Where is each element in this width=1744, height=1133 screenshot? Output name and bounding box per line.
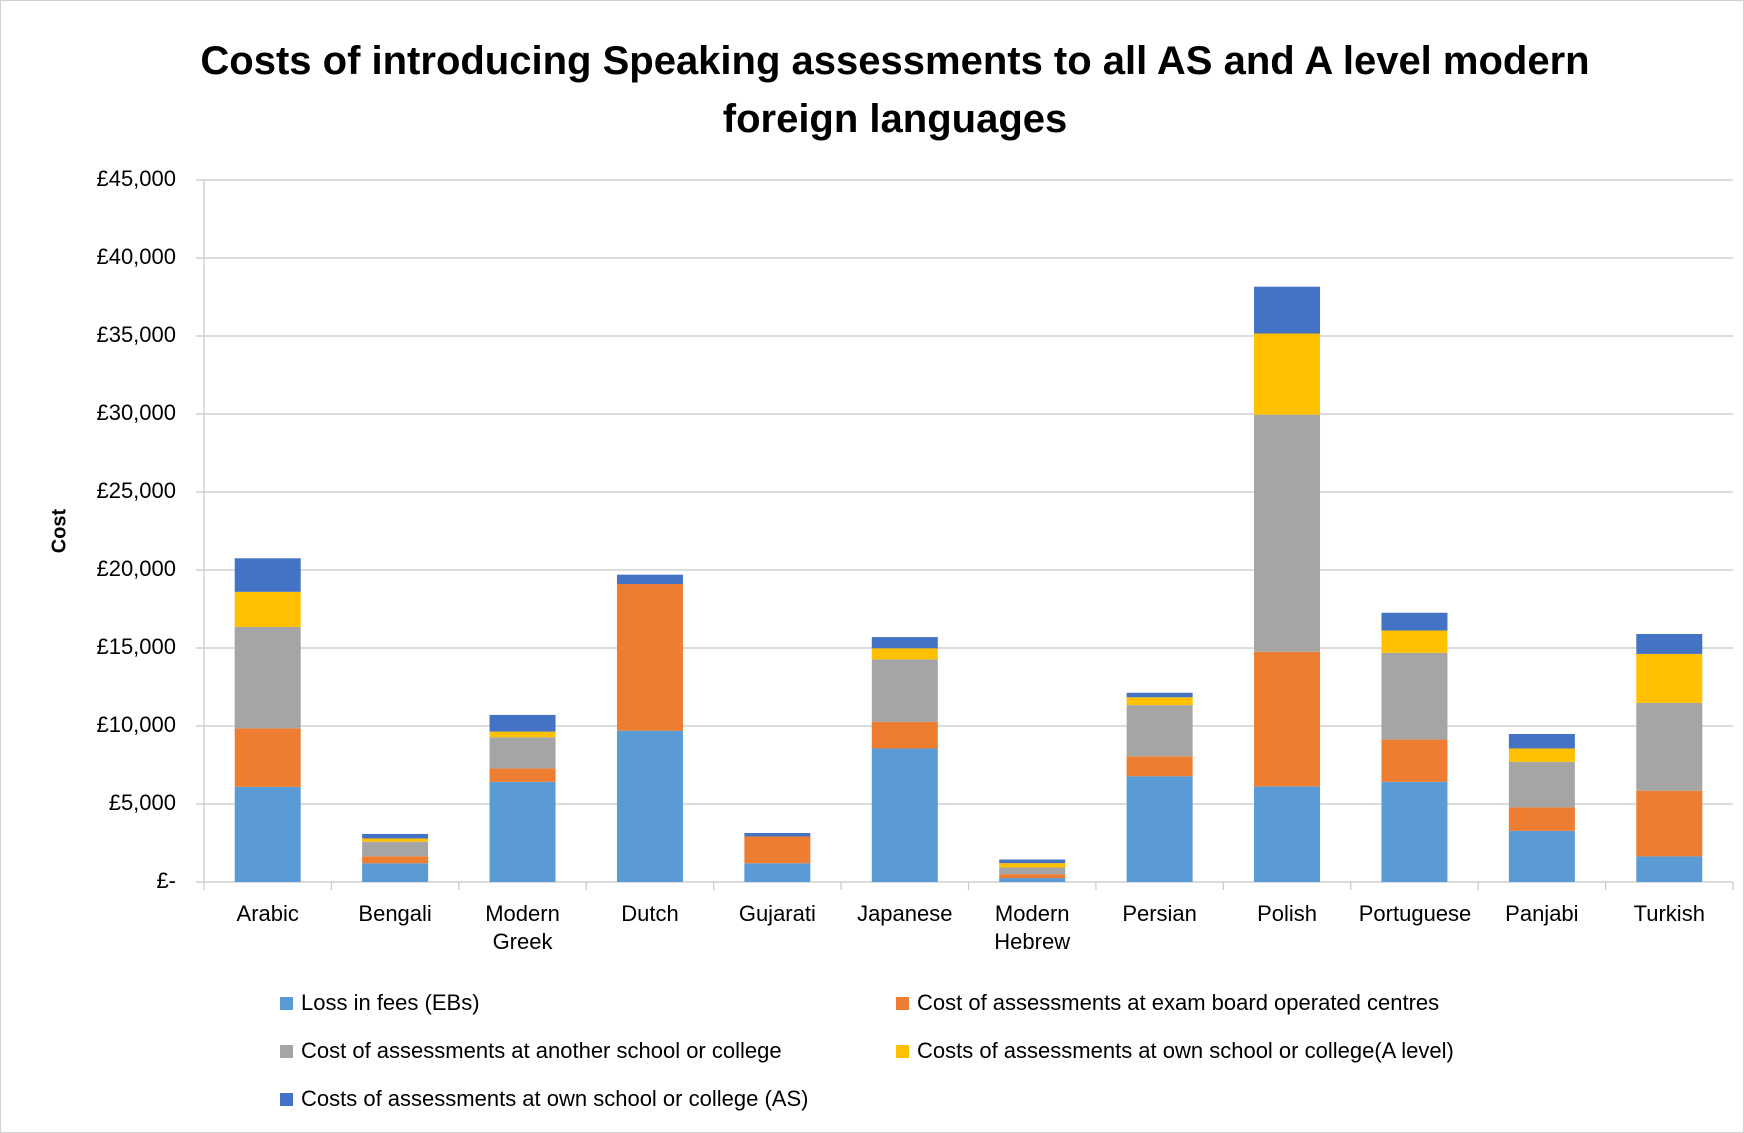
bar-segment [489,714,556,732]
legend: Loss in fees (EBs) Cost of assessments at… [280,990,1596,1112]
y-tick-label: £45,000 [96,166,176,191]
legend-label: Cost of assessments at exam board operat… [917,990,1440,1015]
bar-segment [871,659,938,722]
y-tick-label: £25,000 [96,478,176,503]
legend-item: Cost of assessments at another school or… [280,1038,896,1064]
bar-segment [234,786,301,882]
bar-segment [489,731,556,738]
bar-segment [999,863,1066,868]
y-tick-label: £5,000 [109,790,176,815]
bar-segment [234,591,301,627]
legend-item: Loss in fees (EBs) [280,990,896,1016]
y-tick-label: £20,000 [96,556,176,581]
legend-swatch [280,1044,293,1058]
x-tick-label: Persian [1122,901,1197,926]
bar-segment [1126,756,1193,777]
y-tick-label: £15,000 [96,634,176,659]
x-tick-label: Panjabi [1505,901,1579,926]
x-tick-label: Arabic [236,901,299,926]
x-tick-label: Bengali [358,901,432,926]
bar-segment [871,721,938,749]
bar-segment [616,730,683,882]
bar-segment [999,867,1066,875]
bar-segment [362,841,429,857]
y-axis-label: Cost [48,508,70,553]
bar-segment [1254,286,1321,334]
bar-segment [616,584,683,731]
x-tick-label: Portuguese [1358,901,1472,926]
legend-swatch [280,996,293,1010]
bar-segment [1126,705,1193,757]
bar-segment [362,838,429,842]
x-tick-label: Dutch [621,901,679,926]
bar-segment [744,863,811,882]
bar-segment [1381,630,1448,653]
bar-segment [1636,702,1703,791]
bar-segment [234,626,301,729]
y-tick-label: £35,000 [96,322,176,347]
bar-segment [362,863,429,882]
bar-segment [1254,786,1321,882]
legend-label: Loss in fees (EBs) [301,990,480,1015]
legend-label: Costs of assessments at own school or co… [301,1086,809,1111]
bar-segment [871,748,938,882]
legend-swatch [896,996,909,1010]
bar-segment [1254,651,1321,787]
legend-item: Cost of assessments at exam board operat… [896,990,1596,1016]
bar-segment [489,737,556,769]
x-tick-label: Modern Greek [485,901,560,954]
x-tick-label: Polish [1257,901,1317,926]
bar-segment [1381,612,1448,631]
bar-segment [744,836,811,864]
legend-item: Costs of assessments at own school or co… [896,1038,1596,1064]
bar-segment [1508,807,1575,831]
bar-segment [871,648,938,660]
bar-segment [1381,739,1448,782]
bar-segment [1381,781,1448,882]
bar-segment [1126,692,1193,698]
chart-title: Costs of introducing Speaking assessment… [200,39,1590,141]
legend-item: Costs of assessments at own school or co… [280,1086,896,1112]
bar-segment [999,859,1066,864]
x-tick-label: Japanese [857,901,953,926]
bar-segment [1508,761,1575,808]
bar-segment [1636,633,1703,654]
bar-segment [1254,333,1321,415]
bar-segment [999,878,1066,882]
y-tick-label: £10,000 [96,712,176,737]
bar-segment [744,833,811,837]
y-tick-label: £40,000 [96,244,176,269]
x-tick-label: Turkish [1633,901,1705,926]
legend-label: Cost of assessments at another school or… [301,1038,782,1063]
bar-segment [1126,776,1193,882]
bar-segment [871,637,938,649]
bar-segment [616,574,683,585]
bar-segment [1636,653,1703,703]
bar-segment [1636,790,1703,857]
legend-label: Costs of assessments at own school or co… [917,1038,1454,1063]
y-tick-label: £30,000 [96,400,176,425]
bar-segment [1254,414,1321,652]
x-tick-label: Modern Hebrew [994,901,1071,954]
bar-segment [1508,733,1575,749]
bar-segment [362,833,429,839]
bar-segment [1381,652,1448,740]
y-tick-label: £- [156,868,176,893]
bar-segment [234,558,301,592]
bar-segment [362,856,429,864]
bar-segment [234,728,301,787]
bar-segment [489,781,556,882]
bar-segment [1636,856,1703,882]
bar-segment [1508,748,1575,762]
legend-swatch [896,1044,909,1058]
bar-segment [999,874,1066,879]
bar-segment [489,768,556,782]
legend-swatch [280,1092,293,1106]
x-tick-label: Gujarati [738,901,816,926]
bar-segment [1508,830,1575,882]
bar-segment [1126,697,1193,706]
